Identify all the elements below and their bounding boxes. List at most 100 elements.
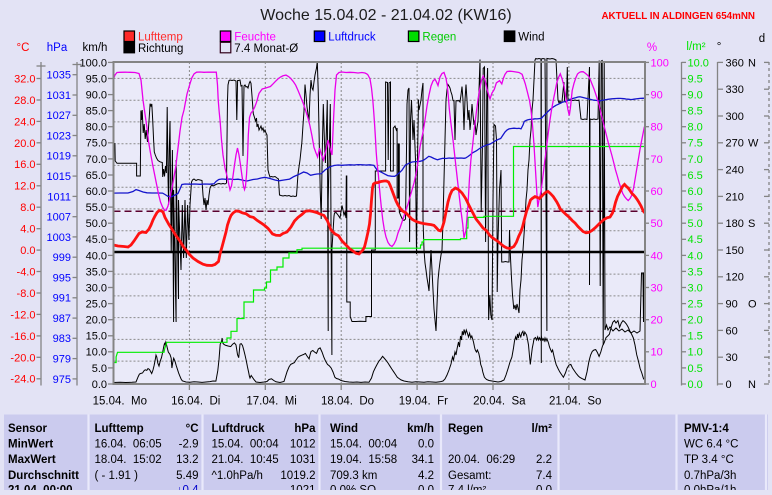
svg-text:360: 360 [726, 57, 744, 69]
svg-text:-8.0: -8.0 [17, 288, 36, 300]
svg-text:19.04. Fr: 19.04. Fr [399, 396, 448, 408]
svg-text:5.49: 5.49 [176, 470, 198, 482]
svg-text:Luftdruck: Luftdruck [212, 423, 266, 435]
svg-text:6.5: 6.5 [688, 170, 703, 182]
svg-text:17.04. Mi: 17.04. Mi [246, 396, 297, 408]
svg-text:5.0: 5.0 [688, 218, 703, 230]
svg-text:50: 50 [651, 218, 663, 230]
svg-text:995: 995 [53, 272, 71, 284]
svg-text:16.0: 16.0 [14, 159, 35, 171]
svg-text:8.0: 8.0 [20, 202, 35, 214]
svg-text:30: 30 [726, 352, 738, 364]
svg-text:90: 90 [651, 89, 663, 101]
svg-text:3.5: 3.5 [688, 266, 703, 278]
svg-text:d: d [759, 33, 765, 45]
svg-text:999: 999 [53, 252, 71, 264]
svg-text:21.04. So: 21.04. So [549, 396, 601, 408]
svg-text:20.0: 20.0 [14, 138, 35, 150]
svg-text:10: 10 [651, 347, 663, 359]
svg-text:hPa: hPa [294, 423, 316, 435]
svg-text:Woche 15.04.02 - 21.04.02 (KW1: Woche 15.04.02 - 21.04.02 (KW16) [260, 7, 511, 24]
svg-text:7.0: 7.0 [688, 154, 703, 166]
svg-text:Durchschnitt: Durchschnitt [8, 470, 79, 482]
svg-text:270: 270 [726, 138, 744, 150]
svg-text:0.0: 0.0 [20, 245, 35, 257]
svg-text:40.0: 40.0 [86, 250, 107, 262]
svg-text:55.0: 55.0 [86, 202, 107, 214]
svg-text:983: 983 [53, 333, 71, 345]
svg-text:-2.9: -2.9 [179, 439, 199, 451]
svg-text:21.04. 00:00: 21.04. 00:00 [8, 485, 73, 491]
svg-text:2.2: 2.2 [536, 454, 552, 466]
svg-text:5.5: 5.5 [688, 202, 703, 214]
svg-text:12.0: 12.0 [14, 181, 35, 193]
svg-text:18.04. Do: 18.04. Do [321, 396, 374, 408]
svg-text:6.0: 6.0 [688, 186, 703, 198]
svg-text:90: 90 [726, 299, 738, 311]
svg-text:4.2: 4.2 [418, 470, 434, 482]
svg-text:70.0: 70.0 [86, 154, 107, 166]
svg-text:0.0: 0.0 [418, 439, 434, 451]
svg-text:210: 210 [726, 191, 744, 203]
svg-text:-20.0: -20.0 [10, 352, 35, 364]
svg-text:0: 0 [726, 379, 732, 391]
svg-text:100.0: 100.0 [79, 57, 107, 69]
svg-text:8.0: 8.0 [688, 122, 703, 134]
svg-text:9.5: 9.5 [688, 73, 703, 85]
svg-text:709.3 km: 709.3 km [330, 470, 377, 482]
svg-text:28.0: 28.0 [14, 95, 35, 107]
svg-text:↓0.4: ↓0.4 [177, 485, 199, 491]
svg-text:1007: 1007 [47, 212, 71, 224]
svg-text:hPa: hPa [47, 42, 68, 54]
svg-text:1023: 1023 [47, 130, 71, 142]
svg-text:1011: 1011 [47, 191, 71, 203]
svg-text:1019.2: 1019.2 [280, 470, 315, 482]
svg-text:°C: °C [186, 423, 199, 435]
svg-text:Lufttemp: Lufttemp [95, 423, 144, 435]
svg-text:1021: 1021 [290, 485, 316, 491]
svg-text:TP 3.4 °C: TP 3.4 °C [684, 454, 734, 466]
svg-text:100: 100 [651, 57, 669, 69]
svg-text:991: 991 [53, 293, 71, 305]
svg-text:AKTUELL IN ALDINGEN 654mNN: AKTUELL IN ALDINGEN 654mNN [601, 11, 755, 22]
svg-text:300: 300 [726, 111, 744, 123]
svg-text:PMV-1:4: PMV-1:4 [684, 423, 729, 435]
svg-text:N: N [748, 57, 756, 69]
svg-text:60.0: 60.0 [86, 186, 107, 198]
svg-text:5.0: 5.0 [92, 363, 107, 375]
svg-text:15.04. 00:04: 15.04. 00:04 [212, 439, 280, 451]
svg-text:1012: 1012 [290, 439, 316, 451]
svg-text:9.0: 9.0 [688, 89, 703, 101]
svg-text:20.04. 06:29: 20.04. 06:29 [448, 454, 515, 466]
svg-text:30.0: 30.0 [86, 282, 107, 294]
svg-text:16.04. 06:05: 16.04. 06:05 [95, 439, 162, 451]
svg-text:0.0: 0.0 [92, 379, 107, 391]
svg-text:0.0hPa/1h: 0.0hPa/1h [684, 485, 736, 491]
svg-text:1015: 1015 [47, 171, 71, 183]
svg-text:0.0% SO: 0.0% SO [330, 485, 376, 491]
svg-text:15.04. 00:04: 15.04. 00:04 [330, 439, 398, 451]
svg-text:Regen: Regen [448, 423, 483, 435]
svg-text:330: 330 [726, 84, 744, 96]
svg-text:34.1: 34.1 [412, 454, 434, 466]
svg-text:16.04. Di: 16.04. Di [171, 396, 220, 408]
svg-text:35.0: 35.0 [86, 266, 107, 278]
svg-text:2.0: 2.0 [688, 315, 703, 327]
svg-text:Gesamt:: Gesamt: [448, 470, 491, 482]
svg-text:21.04. 10:45: 21.04. 10:45 [212, 454, 279, 466]
svg-text:Luftdruck: Luftdruck [328, 32, 376, 44]
svg-text:7.4: 7.4 [536, 470, 553, 482]
svg-text:30: 30 [651, 282, 663, 294]
svg-text:95.0: 95.0 [86, 73, 107, 85]
svg-text:19.04. 15:58: 19.04. 15:58 [330, 454, 397, 466]
svg-text:MinWert: MinWert [8, 439, 53, 451]
svg-text:4.5: 4.5 [688, 234, 703, 246]
svg-text:1019: 1019 [47, 151, 71, 163]
svg-text:1031: 1031 [47, 90, 71, 102]
svg-text:13.2: 13.2 [176, 454, 198, 466]
svg-text:Regen: Regen [422, 32, 456, 44]
svg-text:-4.0: -4.0 [17, 266, 36, 278]
svg-text:l/m²: l/m² [686, 41, 705, 53]
svg-text:°: ° [717, 41, 722, 53]
svg-text:0.7hPa/3h: 0.7hPa/3h [684, 470, 736, 482]
